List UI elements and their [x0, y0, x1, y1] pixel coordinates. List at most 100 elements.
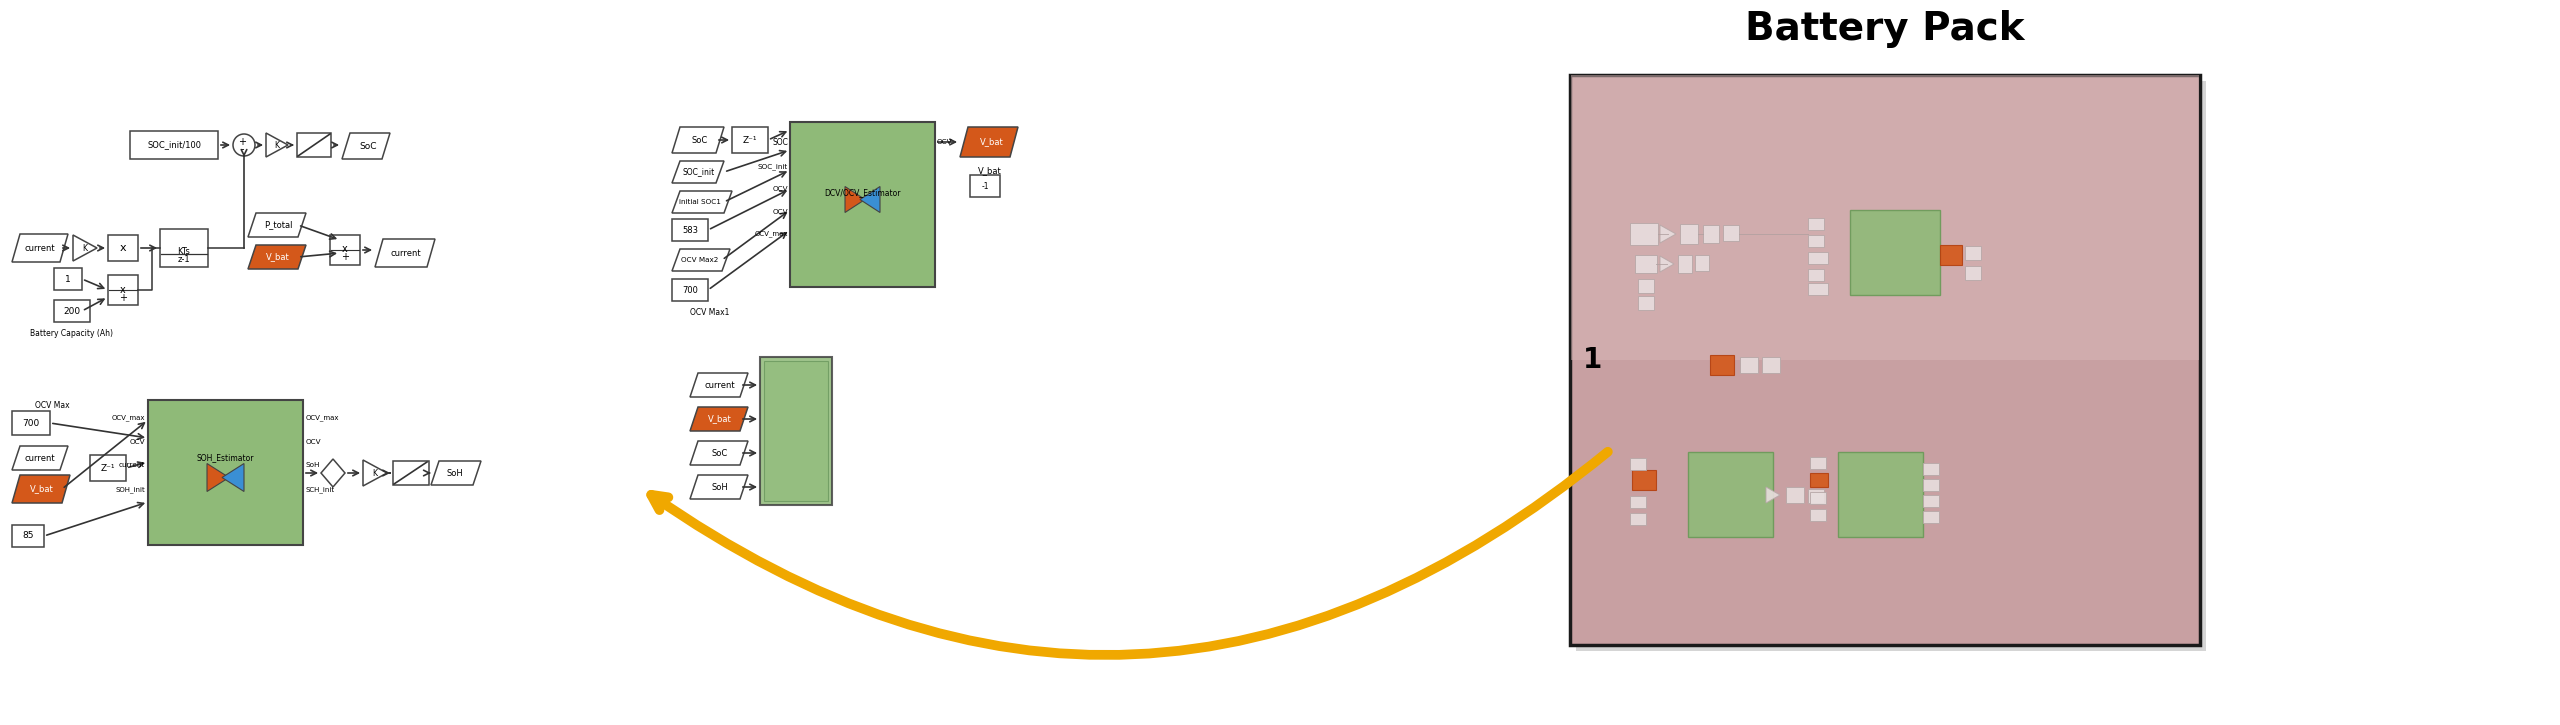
FancyBboxPatch shape — [1810, 492, 1825, 504]
Text: OCV_max: OCV_max — [307, 415, 340, 421]
Polygon shape — [1659, 225, 1677, 243]
Text: OCV_max: OCV_max — [755, 231, 788, 237]
Text: V_bat: V_bat — [31, 484, 54, 494]
FancyBboxPatch shape — [131, 131, 218, 159]
Polygon shape — [207, 463, 228, 492]
FancyBboxPatch shape — [1838, 452, 1923, 537]
Text: KTs: KTs — [177, 247, 189, 255]
Text: OCV: OCV — [773, 186, 788, 192]
FancyBboxPatch shape — [1577, 81, 2207, 651]
Polygon shape — [266, 133, 287, 157]
FancyBboxPatch shape — [13, 525, 44, 547]
Polygon shape — [671, 191, 732, 213]
Text: K: K — [274, 141, 279, 149]
Text: OCV Max: OCV Max — [36, 400, 69, 410]
FancyBboxPatch shape — [148, 400, 302, 545]
FancyBboxPatch shape — [732, 127, 768, 153]
FancyBboxPatch shape — [1923, 495, 1938, 507]
Text: -: - — [241, 144, 243, 154]
Text: OCV Max2: OCV Max2 — [681, 257, 719, 263]
Text: Z⁻¹: Z⁻¹ — [100, 463, 115, 473]
Text: SoH: SoH — [712, 483, 730, 492]
Polygon shape — [320, 459, 346, 487]
FancyBboxPatch shape — [90, 455, 125, 481]
Polygon shape — [960, 127, 1019, 157]
FancyBboxPatch shape — [1631, 223, 1659, 245]
FancyBboxPatch shape — [108, 235, 138, 261]
FancyBboxPatch shape — [1572, 75, 2199, 360]
FancyBboxPatch shape — [330, 235, 361, 265]
FancyBboxPatch shape — [394, 461, 430, 485]
Text: K: K — [374, 468, 376, 478]
FancyBboxPatch shape — [1807, 252, 1828, 264]
Text: current: current — [118, 462, 146, 468]
Polygon shape — [430, 461, 481, 485]
FancyBboxPatch shape — [1923, 479, 1938, 491]
FancyBboxPatch shape — [1702, 225, 1718, 243]
Text: 700: 700 — [23, 418, 38, 428]
FancyBboxPatch shape — [760, 357, 832, 505]
FancyBboxPatch shape — [1923, 463, 1938, 475]
Text: SOC_init: SOC_init — [684, 167, 714, 176]
Polygon shape — [1659, 256, 1674, 272]
Text: OCV: OCV — [773, 209, 788, 215]
FancyBboxPatch shape — [1810, 509, 1825, 521]
Text: +: + — [118, 293, 128, 303]
Polygon shape — [691, 407, 748, 431]
Text: SOC: SOC — [773, 138, 788, 146]
FancyBboxPatch shape — [1851, 210, 1940, 295]
Text: SoC: SoC — [691, 136, 709, 144]
Polygon shape — [691, 373, 748, 397]
Text: K: K — [82, 244, 87, 252]
Polygon shape — [671, 127, 724, 153]
FancyBboxPatch shape — [1807, 283, 1828, 295]
FancyBboxPatch shape — [1810, 473, 1828, 487]
FancyBboxPatch shape — [1687, 452, 1774, 537]
Text: 1: 1 — [1582, 346, 1603, 374]
Text: current: current — [392, 249, 422, 257]
FancyBboxPatch shape — [1807, 218, 1823, 230]
FancyBboxPatch shape — [763, 361, 827, 501]
FancyBboxPatch shape — [1741, 357, 1759, 373]
FancyBboxPatch shape — [159, 229, 207, 267]
FancyBboxPatch shape — [1631, 496, 1646, 508]
FancyBboxPatch shape — [970, 175, 1001, 197]
Text: current: current — [26, 244, 56, 252]
Text: x: x — [343, 244, 348, 254]
Polygon shape — [845, 186, 865, 212]
FancyBboxPatch shape — [1638, 279, 1654, 293]
Text: Battery Capacity (Ah): Battery Capacity (Ah) — [31, 328, 113, 338]
Text: Z⁻¹: Z⁻¹ — [742, 136, 758, 144]
FancyBboxPatch shape — [1940, 245, 1961, 265]
Text: 85: 85 — [23, 531, 33, 541]
FancyBboxPatch shape — [1569, 75, 2199, 645]
FancyBboxPatch shape — [1807, 235, 1823, 247]
FancyBboxPatch shape — [13, 411, 51, 435]
FancyBboxPatch shape — [1807, 489, 1823, 503]
FancyBboxPatch shape — [1636, 255, 1656, 273]
FancyBboxPatch shape — [1638, 296, 1654, 310]
Text: SOC_init: SOC_init — [758, 164, 788, 170]
Polygon shape — [374, 239, 435, 267]
FancyBboxPatch shape — [1631, 513, 1646, 525]
Text: V_bat: V_bat — [266, 252, 289, 262]
Text: +: + — [340, 252, 348, 262]
Text: Battery Pack: Battery Pack — [1746, 10, 2025, 48]
Text: initial SOC1: initial SOC1 — [678, 199, 722, 205]
FancyBboxPatch shape — [1966, 246, 1981, 260]
Polygon shape — [364, 460, 387, 486]
Text: +: + — [238, 137, 246, 147]
Polygon shape — [691, 475, 748, 499]
FancyBboxPatch shape — [1710, 355, 1733, 375]
Polygon shape — [691, 441, 748, 465]
FancyBboxPatch shape — [1807, 269, 1823, 281]
Polygon shape — [74, 235, 97, 261]
FancyBboxPatch shape — [671, 219, 709, 241]
Text: OCV: OCV — [307, 439, 323, 445]
Circle shape — [233, 134, 256, 156]
Text: 200: 200 — [64, 307, 79, 315]
Text: 583: 583 — [681, 225, 699, 234]
Polygon shape — [13, 446, 69, 470]
FancyBboxPatch shape — [54, 268, 82, 290]
Polygon shape — [13, 475, 69, 503]
